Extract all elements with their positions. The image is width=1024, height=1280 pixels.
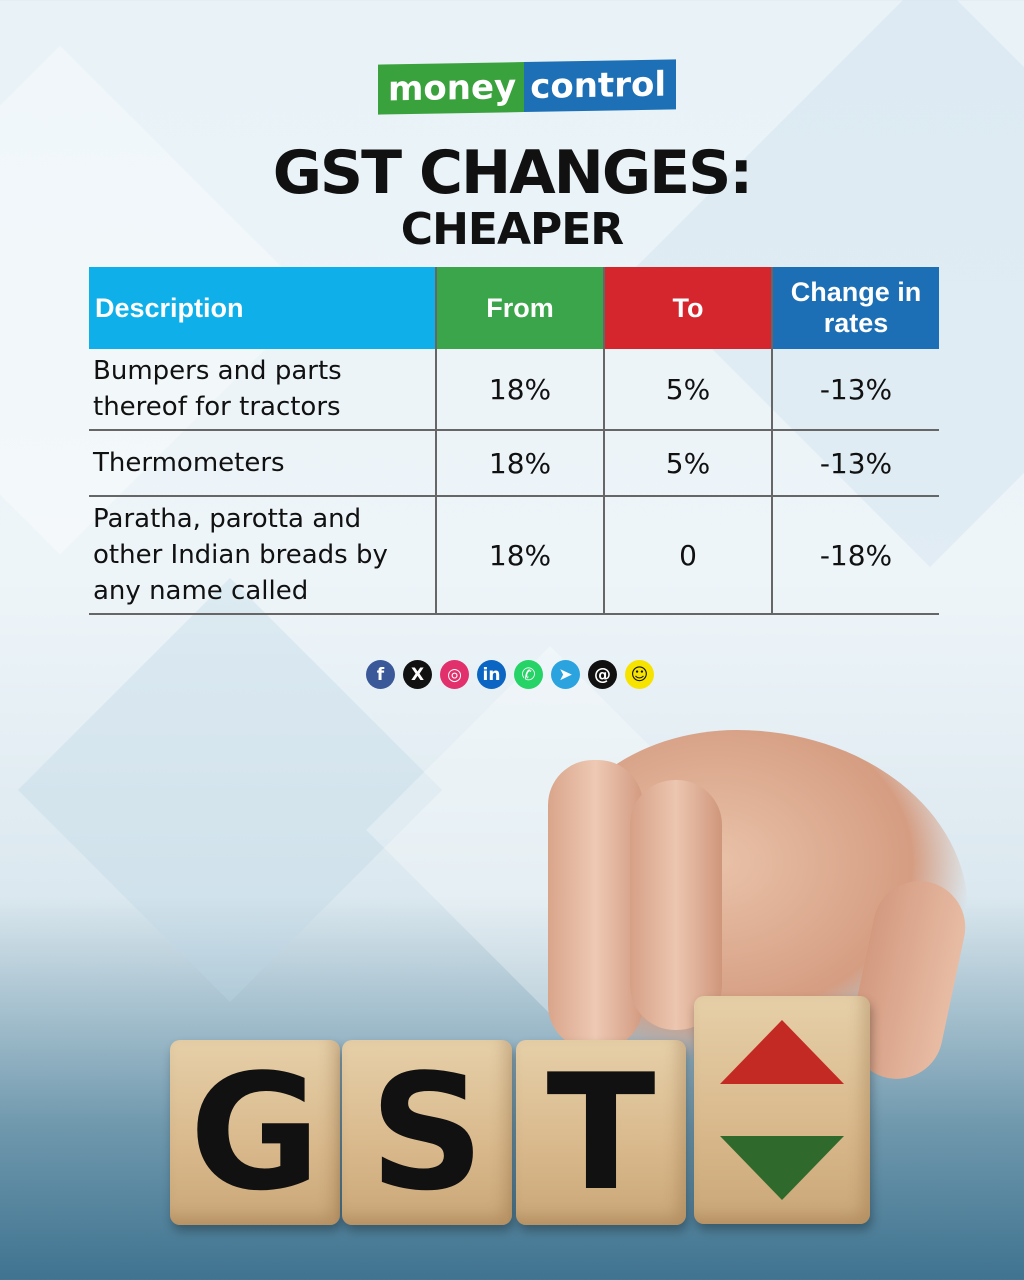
cell-description: Bumpers and parts thereof for tractors [89, 349, 436, 431]
logo-control-text: control [524, 59, 676, 113]
snapchat-icon[interactable]: ☺ [625, 660, 654, 689]
moneycontrol-logo: money control [378, 59, 676, 115]
logo-money-text: money [378, 62, 525, 115]
cell-from: 18% [435, 430, 604, 497]
social-icons-row: f X ◎ in ✆ ➤ @ ☺ [366, 660, 654, 689]
arrow-down-icon [720, 1136, 844, 1200]
table-row: Thermometers 18% 5% -13% [89, 430, 939, 497]
cell-from: 18% [435, 349, 604, 431]
cube-letter-t: T [516, 1039, 686, 1226]
cell-description: Thermometers [89, 430, 436, 497]
cell-from: 18% [435, 496, 604, 615]
table-header-row: Description From To Change in rates [89, 267, 939, 349]
telegram-icon[interactable]: ➤ [551, 660, 580, 689]
threads-icon[interactable]: @ [588, 660, 617, 689]
table-row: Bumpers and parts thereof for tractors 1… [89, 349, 939, 431]
cell-change: -18% [771, 496, 939, 615]
cell-change: -13% [771, 349, 939, 431]
linkedin-icon[interactable]: in [477, 660, 506, 689]
header-change-in-rates: Change in rates [771, 267, 939, 349]
header-description: Description [89, 267, 436, 349]
hand-finger [630, 780, 722, 1030]
page-title: GST CHANGES: [272, 138, 754, 208]
instagram-icon[interactable]: ◎ [440, 660, 469, 689]
cell-description: Paratha, parotta and other Indian breads… [89, 496, 436, 615]
header-from: From [435, 267, 604, 349]
cell-to: 5% [603, 430, 772, 497]
background-diamond [17, 577, 443, 1003]
cell-to: 5% [603, 349, 772, 431]
cell-change: -13% [771, 430, 939, 497]
cell-to: 0 [603, 496, 772, 615]
cube-arrows [694, 996, 870, 1224]
cube-letter-g: G [170, 1039, 340, 1226]
facebook-icon[interactable]: f [366, 660, 395, 689]
hand-finger [548, 760, 643, 1050]
header-to: To [603, 267, 772, 349]
x-icon[interactable]: X [403, 660, 432, 689]
arrow-up-icon [720, 1020, 844, 1084]
cube-letter-s: S [342, 1039, 512, 1226]
whatsapp-icon[interactable]: ✆ [514, 660, 543, 689]
gst-rate-table: Description From To Change in rates Bump… [89, 267, 939, 615]
table-row: Paratha, parotta and other Indian breads… [89, 496, 939, 615]
page-subtitle: CHEAPER [400, 204, 624, 255]
